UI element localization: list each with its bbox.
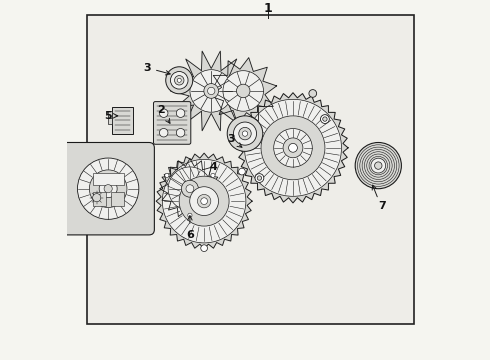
Circle shape <box>237 84 250 98</box>
Bar <box>93 173 123 185</box>
Circle shape <box>171 72 188 89</box>
Circle shape <box>371 158 386 173</box>
Circle shape <box>243 131 247 136</box>
Circle shape <box>233 122 257 145</box>
Text: 2: 2 <box>158 105 170 123</box>
Circle shape <box>159 129 168 137</box>
Text: 3: 3 <box>144 63 170 75</box>
Circle shape <box>309 90 317 97</box>
Circle shape <box>320 114 329 123</box>
Polygon shape <box>210 58 277 124</box>
Circle shape <box>186 185 194 193</box>
Polygon shape <box>171 51 252 131</box>
Bar <box>93 192 106 206</box>
Text: 3: 3 <box>227 134 242 147</box>
Circle shape <box>201 198 207 204</box>
Circle shape <box>89 170 127 207</box>
Text: 7: 7 <box>378 202 386 211</box>
Circle shape <box>289 143 297 152</box>
Circle shape <box>179 176 229 226</box>
FancyBboxPatch shape <box>153 102 191 144</box>
Text: 1: 1 <box>264 2 272 15</box>
Circle shape <box>283 138 303 158</box>
Circle shape <box>176 129 185 137</box>
Polygon shape <box>156 153 252 249</box>
Circle shape <box>274 129 312 167</box>
Circle shape <box>177 78 181 82</box>
Bar <box>108 111 112 118</box>
Circle shape <box>208 87 215 95</box>
Bar <box>87 14 414 324</box>
Circle shape <box>165 173 169 177</box>
Bar <box>111 192 123 206</box>
Text: 4: 4 <box>209 162 217 172</box>
Circle shape <box>166 67 193 94</box>
Circle shape <box>99 180 117 198</box>
Circle shape <box>181 180 198 197</box>
Circle shape <box>255 174 264 183</box>
Bar <box>108 116 112 125</box>
Circle shape <box>77 158 139 219</box>
Circle shape <box>239 168 245 175</box>
Circle shape <box>374 162 382 169</box>
Circle shape <box>190 187 219 216</box>
Circle shape <box>211 173 215 177</box>
Circle shape <box>245 99 342 196</box>
Circle shape <box>93 194 101 202</box>
Circle shape <box>159 109 168 117</box>
Circle shape <box>190 70 232 112</box>
Circle shape <box>104 185 112 193</box>
Circle shape <box>162 159 246 243</box>
Bar <box>112 107 133 134</box>
Circle shape <box>261 116 325 180</box>
Circle shape <box>239 127 251 140</box>
Polygon shape <box>160 158 220 219</box>
FancyBboxPatch shape <box>62 143 154 235</box>
Circle shape <box>176 109 185 117</box>
Circle shape <box>323 117 327 121</box>
Circle shape <box>227 116 263 151</box>
Circle shape <box>168 167 212 211</box>
Circle shape <box>201 245 207 252</box>
Circle shape <box>174 76 184 85</box>
Circle shape <box>223 71 264 111</box>
Circle shape <box>188 213 192 217</box>
Circle shape <box>257 176 262 180</box>
Circle shape <box>355 143 401 189</box>
Circle shape <box>197 194 211 208</box>
Polygon shape <box>238 93 348 203</box>
Text: 6: 6 <box>186 230 194 240</box>
Circle shape <box>204 84 219 98</box>
Text: 5: 5 <box>104 111 112 121</box>
